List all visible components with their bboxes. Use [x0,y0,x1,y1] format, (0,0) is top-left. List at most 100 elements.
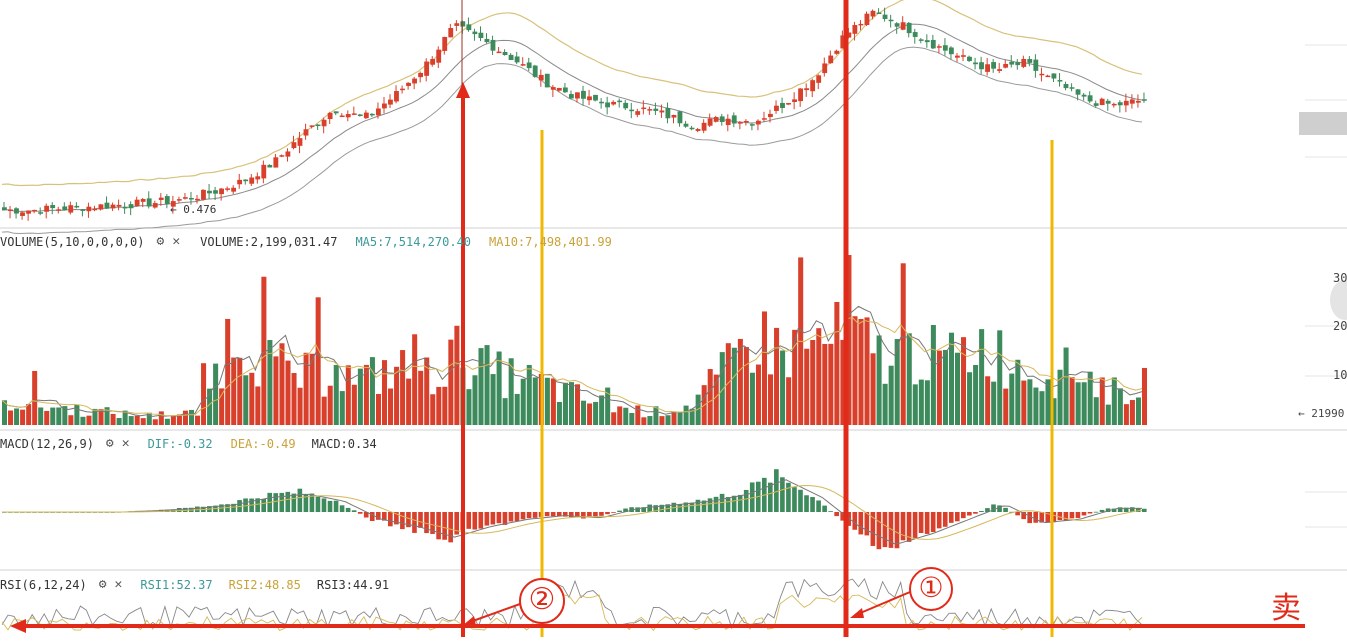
macd-histogram-bar [1063,512,1069,521]
macd-histogram-bar [900,512,906,541]
volume-bar [122,410,128,425]
macd-histogram-bar [876,512,882,550]
macd-histogram-bar [176,507,182,512]
candle-body [2,207,7,211]
candle-body [98,204,104,210]
macd-histogram-bar [581,512,586,519]
macd-dea-line [2,484,1143,540]
bollinger-mid-line [1,23,1143,212]
macd-histogram-bar [683,502,689,512]
volume-bar [948,332,954,425]
volume-bar [635,405,641,425]
price-scroll-handle[interactable] [1299,112,1347,135]
macd-histogram-bar [635,507,640,512]
macd-histogram-bar [1057,512,1063,521]
volume-bar [840,339,846,425]
candle-body [26,210,31,214]
close-icon[interactable]: ✕ [121,436,130,451]
volume-bar [418,370,424,425]
volume-bar [74,404,80,425]
candle-body [719,116,725,122]
volume-bar [1093,397,1099,425]
candle-body [526,62,532,69]
volume-bar [912,384,918,425]
volume-bar [62,406,68,425]
candle-body [32,209,37,212]
volume-axis-tick: 10 [1333,368,1347,382]
volume-bar [1063,347,1069,425]
macd-histogram-bar [749,482,755,512]
macd-histogram-bar [1039,512,1045,523]
rsi2-label: RSI2:48.85 [228,577,301,592]
macd-histogram-bar [912,512,918,539]
gear-icon[interactable]: ⚙ [98,577,107,592]
volume-bar [327,385,333,425]
price-low-label: ← 0.476 [170,203,217,216]
scale-toggle-button[interactable] [1330,280,1347,320]
candle-body [1039,73,1045,76]
volume-bar [158,411,164,425]
macd-histogram-bar [599,512,604,516]
volume-bar [134,415,140,425]
pointer-arrow-1 [850,608,864,618]
gear-icon[interactable]: ⚙ [105,436,114,451]
volume-bar [86,415,92,425]
volume-bar [345,365,351,425]
candle-body [496,51,502,54]
candle-body [508,54,514,60]
macd-histogram-bar [948,512,954,523]
macd-histogram-bar [243,498,248,512]
macd-indicator-title: MACD(12,26,9) [0,436,94,451]
macd-histogram-bar [1081,512,1087,516]
macd-histogram-bar [731,495,737,512]
candle-body [321,119,327,127]
volume-bar [128,416,134,425]
candle-body [665,108,671,119]
candle-body [116,204,122,207]
candle-body [400,88,405,91]
macd-histogram-bar [1003,507,1008,512]
pointer-line-2 [469,603,521,623]
candle-body [134,199,140,206]
volume-bar [550,378,556,425]
volume-bar [1015,359,1021,425]
rsi3-label: RSI3:44.91 [316,577,390,592]
macd-histogram-bar [810,497,815,512]
candle-body [936,46,942,48]
candle-body [50,205,56,209]
volume-bar [1129,400,1135,425]
rsi2-line [1,594,1143,632]
candle-body [810,80,816,92]
volume-bar [1033,387,1039,425]
candle-body [1135,100,1141,103]
volume-bar [1135,397,1141,425]
close-icon[interactable]: ✕ [114,577,123,592]
close-icon[interactable]: ✕ [172,234,181,249]
candle-body [780,102,785,108]
macd-histogram-bar [195,506,200,512]
volume-bar [213,363,219,425]
volume-bar [918,379,924,425]
volume-bar [997,330,1003,425]
macd-indicator-header: MACD(12,26,9) ⚙ ✕ DIF:-0.32 DEA:-0.49 MA… [0,436,389,451]
gear-icon[interactable]: ⚙ [156,234,165,249]
macd-histogram-bar [852,512,858,530]
volume-bar [351,384,357,425]
candle-body [967,56,972,62]
macd-histogram-bar [822,505,827,512]
candle-body [188,197,194,200]
volume-axis-tick: 20 [1333,319,1347,333]
volume-bar [852,316,858,425]
volume-bar [1099,377,1105,425]
macd-histogram-bar [1105,508,1111,512]
candle-body [231,187,237,192]
candle-body [1063,84,1069,89]
macd-histogram-bar [967,512,972,516]
candle-body [954,55,960,58]
macd-histogram-bar [1033,512,1039,523]
volume-bar [32,370,38,425]
macd-histogram-bar [430,512,435,534]
candle-body [599,101,604,104]
volume-bar [430,394,436,425]
volume-bar [490,374,496,425]
